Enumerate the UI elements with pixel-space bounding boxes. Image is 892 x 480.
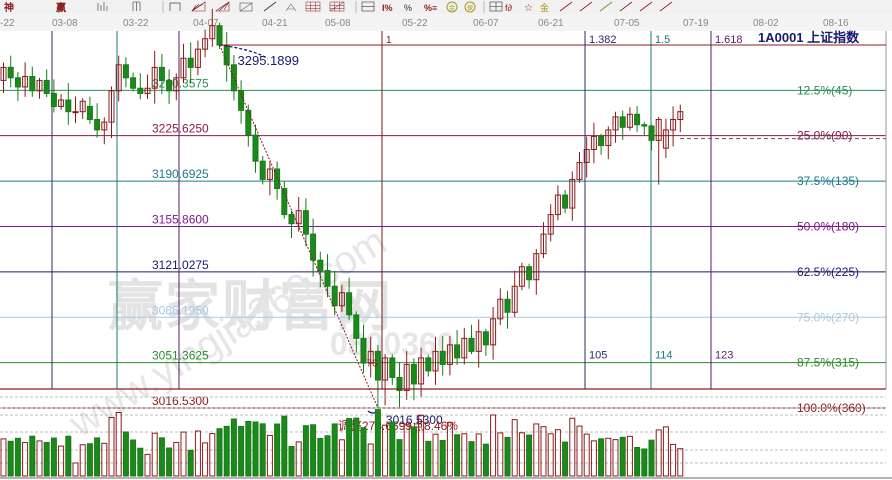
svg-text:114: 114 xyxy=(655,350,673,362)
svg-text:50.0%(180): 50.0%(180) xyxy=(797,220,859,234)
svg-text:3016.5300: 3016.5300 xyxy=(152,394,209,408)
svg-text:3190.6925: 3190.6925 xyxy=(152,167,209,181)
svg-text:3295.1899: 3295.1899 xyxy=(238,53,299,68)
svg-text:75.0%(270): 75.0%(270) xyxy=(797,310,859,324)
svg-text:1.5: 1.5 xyxy=(655,34,670,46)
svg-text:12.5%(45): 12.5%(45) xyxy=(797,83,852,97)
svg-text:3155.8600: 3155.8600 xyxy=(152,213,209,227)
svg-text:3086.1950: 3086.1950 xyxy=(152,303,209,317)
svg-text:76: 76 xyxy=(367,359,379,370)
svg-text:1: 1 xyxy=(386,35,392,46)
svg-text:25.0%(90): 25.0%(90) xyxy=(797,129,852,143)
svg-text:37.5%(135): 37.5%(135) xyxy=(797,174,859,188)
svg-text:3121.0275: 3121.0275 xyxy=(152,258,209,272)
svg-text:123: 123 xyxy=(715,350,733,362)
svg-text:1.618: 1.618 xyxy=(715,34,743,46)
svg-text:1.382: 1.382 xyxy=(589,34,617,46)
svg-text:105: 105 xyxy=(589,350,607,362)
svg-text:3225.6250: 3225.6250 xyxy=(152,122,209,136)
svg-text:62.5%(225): 62.5%(225) xyxy=(797,265,859,279)
svg-text:3051.3625: 3051.3625 xyxy=(152,349,209,363)
svg-text:87.5%(315): 87.5%(315) xyxy=(797,356,859,370)
svg-text:1A0001 上证指数: 1A0001 上证指数 xyxy=(758,30,860,45)
